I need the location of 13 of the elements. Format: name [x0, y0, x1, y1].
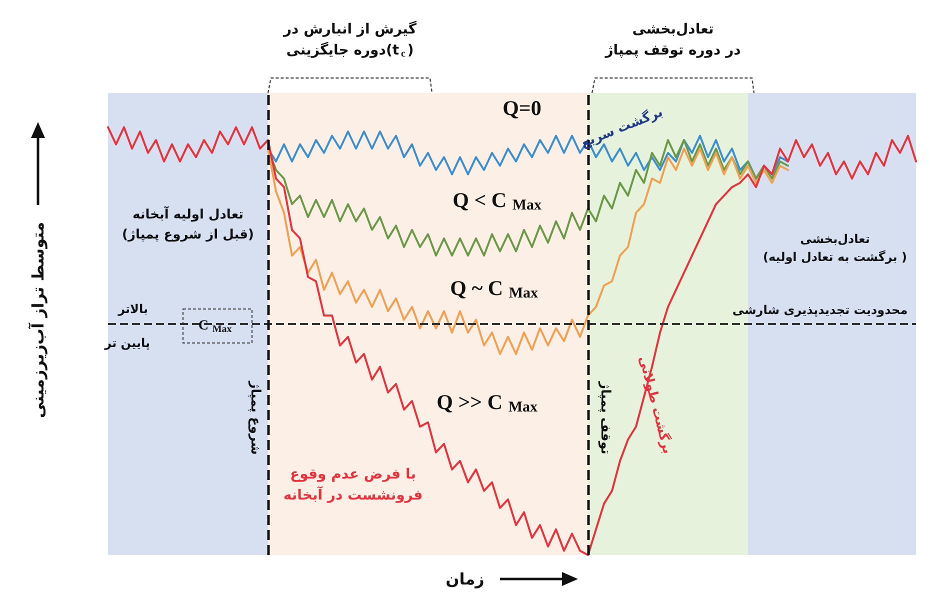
x-axis-title: زمان — [446, 570, 484, 588]
annotation: تعادل‌بخشی (برگشت به تعادل اولیه ) — [763, 232, 907, 264]
text: تعادل‌بخشی در دوره توقف پمپاژ — [604, 22, 741, 58]
annotation: تعادل اولیه آبخانه (قبل از شروع پمپاژ) — [122, 206, 254, 242]
annotation: شروع پمپاژ — [248, 380, 262, 455]
ref-line-label: محدودیت تجدیدپذیری شارشی — [732, 303, 908, 317]
annotation: بالاتر — [117, 302, 148, 316]
annotation: توقف پمپاژ — [598, 380, 612, 454]
annotation: پایین تر — [104, 336, 150, 350]
annotation: برگشت سریع — [578, 104, 666, 152]
y-axis-title: متوسط تراز آب‌زیرزمینی — [28, 222, 48, 418]
series-label: Q=0 — [502, 96, 542, 120]
annotation: با فرض عدم وقوع فرونشست در آبخانه — [283, 466, 423, 504]
